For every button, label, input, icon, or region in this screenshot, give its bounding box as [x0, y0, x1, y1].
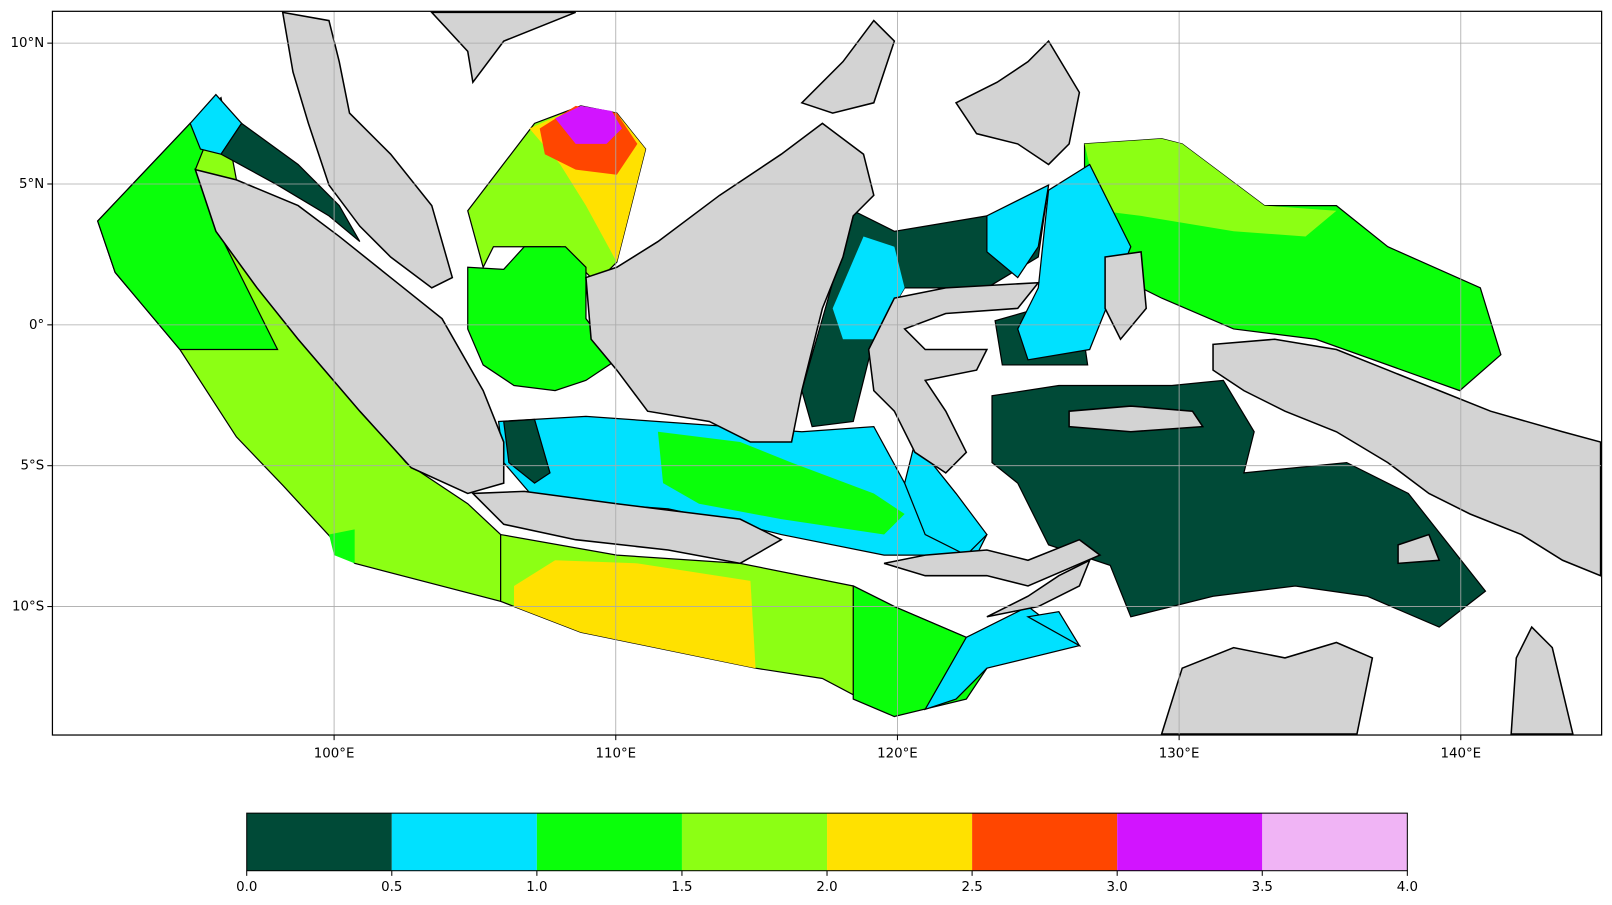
zone [991, 379, 1487, 628]
colorbar-bin [1117, 813, 1263, 871]
colorbar-bin [1262, 813, 1408, 871]
colorbar-tick-label: 4.0 [1397, 880, 1418, 895]
zone [514, 560, 756, 669]
y-tick-label: 10°N [11, 36, 45, 51]
zone [657, 431, 905, 535]
land [194, 11, 1602, 735]
colorbar-tick-label: 3.5 [1252, 880, 1273, 895]
colorbar-tick-label: 3.0 [1107, 880, 1128, 895]
land [1212, 338, 1602, 577]
land [471, 490, 783, 565]
land [1510, 625, 1574, 735]
land [954, 39, 1081, 166]
x-tick-label: 120°E [877, 747, 918, 762]
land [1104, 250, 1148, 341]
y-tick-label: 10°S [12, 600, 44, 615]
x-tick-label: 130°E [1159, 747, 1200, 762]
land [430, 11, 576, 85]
colorbar-bin [246, 813, 392, 871]
map-zones [96, 93, 1502, 718]
colorbar-tick-label: 2.5 [961, 880, 982, 895]
zone [1017, 163, 1132, 361]
colorbar-tick-label: 2.0 [816, 880, 837, 895]
y-tick-label: 5°N [19, 177, 44, 192]
colorbar-tick-label: 0.5 [381, 880, 402, 895]
map-frame [51, 10, 1603, 736]
x-tick-label: 140°E [1440, 747, 1481, 762]
land [1068, 405, 1205, 433]
land [194, 168, 505, 495]
zone [1026, 610, 1082, 648]
colorbar-bin [536, 813, 682, 871]
y-tick-label: 5°S [21, 459, 45, 474]
colorbar-bin [391, 813, 537, 871]
land [800, 19, 896, 114]
y-tick-label: 0° [29, 318, 44, 333]
colorbar-tick-label: 1.0 [526, 880, 547, 895]
land [1160, 641, 1374, 735]
colorbar-tick-label: 1.5 [671, 880, 692, 895]
zone [220, 122, 361, 243]
x-tick-label: 100°E [314, 747, 355, 762]
zone [328, 529, 355, 564]
zone [986, 183, 1050, 279]
land [867, 281, 1040, 474]
zone [1084, 138, 1337, 237]
land [281, 11, 454, 289]
figure: 100°E 110°E 120°E 130°E 140°E 10°N 5°N 0° 5°S 10°… [11, 10, 1603, 895]
colorbar-bin [972, 813, 1118, 871]
zone [555, 105, 622, 144]
colorbar-bin [681, 813, 828, 871]
colorbar: 0.0 0.5 1.0 1.5 2.0 2.5 3.0 3.5 4.0 [236, 813, 1418, 895]
colorbar-bin [827, 813, 973, 871]
zone [503, 418, 551, 484]
colorbar-tick-label: 0.0 [236, 880, 257, 895]
x-tick-label: 110°E [595, 747, 636, 762]
colorbar-frame [246, 812, 1408, 872]
land [1397, 533, 1441, 565]
land [883, 538, 1102, 587]
land [585, 122, 875, 443]
grid: 100°E 110°E 120°E 130°E 140°E 10°N 5°N 0° 5°S 10°… [11, 11, 1602, 762]
